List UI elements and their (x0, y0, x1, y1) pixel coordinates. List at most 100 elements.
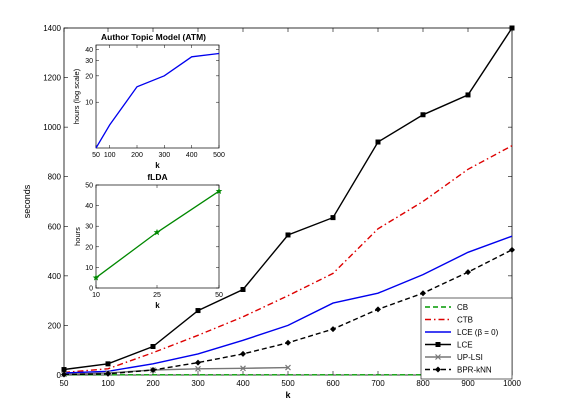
data-point (285, 339, 291, 346)
legend-item: UP-LSI (425, 353, 483, 362)
series-ctb (63, 145, 513, 374)
data-point (195, 365, 201, 372)
x-tick-label: 300 (158, 152, 170, 159)
x-tick-label: 50 (60, 379, 69, 388)
data-point (330, 326, 336, 333)
data-point (150, 343, 156, 349)
y-tick-label: 10 (85, 100, 93, 107)
x-tick-label: 200 (146, 379, 160, 388)
data-point (240, 365, 246, 372)
legend: CB CTB LCE (β = 0) LCE UP-LSI BPR-kNN (420, 297, 513, 380)
y-tick-label: 200 (48, 321, 62, 330)
y-tick-label: 0 (57, 371, 62, 380)
y-tick-label: 30 (85, 58, 93, 65)
data-point (150, 367, 156, 374)
y-tick-label: 30 (85, 224, 93, 231)
y-tick-label: 800 (48, 173, 62, 182)
series-line (63, 145, 513, 374)
inset-title: fLDA (147, 172, 167, 182)
data-point (61, 371, 67, 378)
y-axis-label: seconds (22, 184, 32, 218)
data-point (435, 366, 441, 373)
y-tick-label: 40 (85, 203, 93, 210)
x-axis-label: k (155, 301, 160, 310)
series-lce (61, 25, 515, 373)
x-tick-label: 900 (461, 379, 475, 388)
y-tick-label: 600 (48, 222, 62, 231)
x-tick-label: 100 (101, 379, 115, 388)
legend-item: BPR-kNN (425, 366, 492, 375)
legend-label: LCE (457, 341, 473, 350)
data-point (435, 342, 441, 347)
y-tick-label: 1000 (43, 123, 61, 132)
data-point (285, 364, 291, 371)
inset-title: Author Topic Model (ATM) (101, 32, 206, 42)
data-point (240, 286, 246, 292)
data-point (330, 215, 336, 221)
x-tick-label: 600 (326, 379, 340, 388)
data-point (195, 359, 201, 366)
legend-label: BPR-kNN (457, 366, 492, 375)
x-tick-label: 400 (186, 152, 198, 159)
y-tick-label: 0 (89, 286, 93, 293)
inset-frame (95, 184, 220, 289)
y-tick-label: 1400 (43, 24, 61, 33)
x-tick-label: 800 (416, 379, 430, 388)
legend-item: LCE (425, 341, 473, 350)
x-axis-label: k (155, 161, 160, 170)
x-tick-label: 1000 (503, 379, 521, 388)
data-point (465, 269, 471, 276)
x-tick-label: 50 (215, 292, 223, 299)
data-point (420, 112, 426, 118)
data-point (375, 306, 381, 313)
x-tick-label: 500 (281, 379, 295, 388)
y-axis-label: hours (log scale) (72, 68, 81, 124)
legend-item: CTB (425, 316, 473, 325)
x-tick-label: 500 (213, 152, 225, 159)
inset-atm: Author Topic Model (ATM) 50 100 200 300 400 50… (72, 32, 225, 170)
data-point (420, 290, 426, 297)
data-point (153, 228, 161, 236)
legend-label: CB (457, 303, 468, 312)
data-point (465, 92, 471, 98)
data-point (215, 187, 223, 195)
x-tick-label: 100 (104, 152, 116, 159)
legend-label: CTB (457, 316, 473, 325)
data-point (435, 354, 441, 360)
y-tick-label: 50 (85, 183, 93, 190)
x-tick-label: 200 (131, 152, 143, 159)
y-tick-label: 400 (48, 272, 62, 281)
y-tick-label: 10 (85, 265, 93, 272)
data-point (375, 139, 381, 145)
x-tick-label: 50 (92, 152, 100, 159)
legend-item: CB (425, 303, 468, 312)
x-axis-label: k (285, 390, 291, 400)
x-tick-label: 10 (92, 292, 100, 299)
y-tick-label: 20 (85, 73, 93, 80)
data-point (509, 25, 515, 31)
x-tick-label: 300 (191, 379, 205, 388)
legend-box (420, 297, 513, 380)
y-tick-label: 40 (85, 47, 93, 54)
data-point (285, 232, 291, 238)
series-lce-0- (63, 235, 513, 374)
data-point (240, 350, 246, 357)
data-point (92, 274, 100, 281)
data-point (195, 308, 201, 314)
series-line (63, 235, 513, 374)
data-point (105, 361, 111, 367)
main-plot: 50 100 200 300 400 500 600 700 800 900 10000200400… (22, 24, 521, 400)
data-point (105, 370, 111, 377)
data-point (61, 367, 67, 373)
x-tick-label: 700 (371, 379, 385, 388)
series-line (95, 52, 220, 149)
y-tick-label: 1200 (43, 74, 61, 83)
x-tick-label: 25 (153, 292, 161, 299)
legend-item: LCE (β = 0) (425, 328, 499, 337)
legend-label: UP-LSI (457, 353, 483, 362)
inset-frame (95, 44, 220, 149)
data-point (509, 246, 515, 253)
y-tick-label: 20 (85, 244, 93, 251)
